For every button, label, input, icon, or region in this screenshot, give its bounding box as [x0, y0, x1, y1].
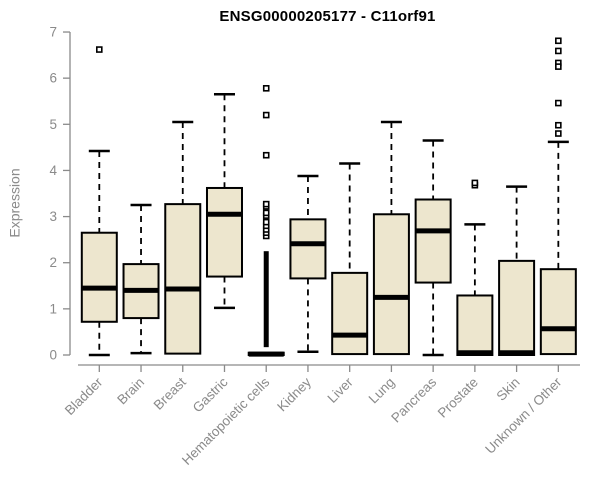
- outlier-point: [555, 47, 562, 55]
- box-brain: [122, 203, 160, 355]
- box-unknown-other: [539, 37, 577, 356]
- x-tick-label-prostate: Prostate: [435, 375, 481, 421]
- iqr-box: [456, 294, 494, 356]
- box-lung: [372, 120, 410, 356]
- y-tick-label: 5: [49, 117, 57, 132]
- y-tick-label: 6: [49, 71, 57, 86]
- y-tick-label: 0: [49, 348, 57, 363]
- outlier-point: [555, 99, 562, 107]
- y-tick-label: 4: [49, 163, 57, 178]
- box-skin: [498, 185, 536, 356]
- x-tick-label-liver: Liver: [325, 374, 357, 406]
- iqr-box: [539, 268, 577, 356]
- iqr-box: [80, 231, 118, 323]
- y-tick-label: 1: [49, 301, 57, 316]
- outlier-dense-stack: [263, 251, 269, 348]
- x-tick-label-skin: Skin: [494, 375, 523, 404]
- box-prostate: [456, 179, 494, 356]
- box-gastric: [205, 93, 243, 310]
- iqr-box: [164, 203, 202, 355]
- iqr-box: [289, 218, 327, 280]
- outlier-point: [96, 46, 103, 53]
- box-pancreas: [414, 139, 452, 357]
- iqr-box: [331, 271, 369, 356]
- y-tick-label: 3: [49, 209, 57, 224]
- iqr-box: [372, 213, 410, 356]
- outlier-point: [262, 85, 270, 92]
- outlier-point: [262, 209, 270, 217]
- outlier-point: [555, 121, 562, 129]
- outlier-point: [555, 130, 562, 137]
- x-tick-label-kidney: Kidney: [274, 374, 314, 414]
- box-breast: [164, 120, 202, 355]
- outlier-point: [262, 151, 270, 159]
- box-liver: [331, 162, 369, 356]
- x-tick-label-breast: Breast: [151, 374, 189, 412]
- x-tick-label-lung: Lung: [366, 375, 398, 407]
- outlier-point: [262, 200, 270, 208]
- box-hematopoietic-cells: [247, 85, 285, 357]
- iqr-box: [414, 198, 452, 284]
- y-tick-label: 7: [49, 25, 57, 40]
- outlier-point: [262, 218, 270, 226]
- x-tick-label-brain: Brain: [114, 375, 147, 408]
- chart-title: ENSG00000205177 - C11orf91: [219, 8, 436, 25]
- x-tick-label-bladder: Bladder: [62, 374, 106, 418]
- outlier-point: [555, 37, 562, 45]
- box-kidney: [289, 174, 327, 354]
- outlier-point: [262, 111, 270, 119]
- x-tick-label-pancreas: Pancreas: [388, 374, 439, 425]
- iqr-box: [498, 259, 536, 356]
- box-bladder: [80, 46, 118, 357]
- x-tick-label-gastric: Gastric: [190, 374, 231, 415]
- iqr-box: [205, 186, 243, 278]
- outlier-point: [471, 179, 479, 187]
- x-tick-label-unknown-other: Unknown / Other: [482, 374, 565, 457]
- y-tick-label: 2: [49, 255, 57, 270]
- outlier-point: [555, 63, 562, 70]
